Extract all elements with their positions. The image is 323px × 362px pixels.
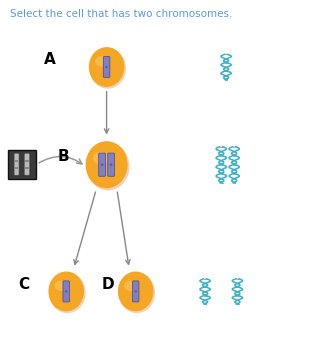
FancyBboxPatch shape	[108, 153, 115, 176]
Ellipse shape	[110, 164, 112, 166]
FancyBboxPatch shape	[25, 160, 29, 162]
FancyBboxPatch shape	[99, 153, 105, 176]
Ellipse shape	[49, 272, 86, 313]
Text: A: A	[44, 52, 56, 67]
Ellipse shape	[119, 272, 155, 313]
Ellipse shape	[134, 290, 137, 292]
Text: D: D	[102, 277, 115, 292]
Ellipse shape	[124, 281, 137, 291]
Ellipse shape	[118, 272, 153, 311]
FancyBboxPatch shape	[15, 160, 18, 162]
Ellipse shape	[105, 66, 108, 68]
Ellipse shape	[93, 152, 109, 164]
Text: B: B	[57, 149, 69, 164]
FancyBboxPatch shape	[132, 281, 139, 302]
FancyBboxPatch shape	[25, 167, 29, 169]
Ellipse shape	[89, 47, 124, 87]
Ellipse shape	[101, 164, 103, 166]
Ellipse shape	[86, 141, 128, 188]
Ellipse shape	[95, 56, 108, 67]
Ellipse shape	[87, 142, 130, 190]
FancyBboxPatch shape	[15, 153, 19, 175]
FancyBboxPatch shape	[8, 150, 36, 179]
Ellipse shape	[48, 272, 84, 311]
Ellipse shape	[89, 48, 126, 89]
Ellipse shape	[65, 290, 68, 292]
FancyBboxPatch shape	[25, 153, 29, 175]
FancyBboxPatch shape	[63, 281, 69, 302]
FancyBboxPatch shape	[15, 167, 18, 169]
Text: C: C	[19, 277, 30, 292]
FancyBboxPatch shape	[103, 56, 110, 77]
Text: Select the cell that has two chromosomes.: Select the cell that has two chromosomes…	[10, 9, 232, 19]
Ellipse shape	[55, 281, 68, 291]
